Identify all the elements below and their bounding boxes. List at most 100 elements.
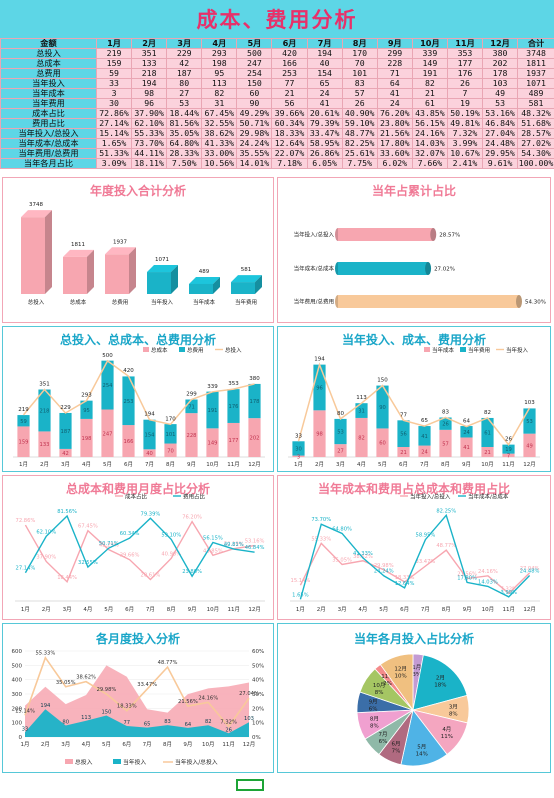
row-label[interactable]: 费用占比 [0,118,97,129]
table-header-cell[interactable]: 10月 [411,38,448,49]
table-cell[interactable]: 31 [201,98,238,109]
row-label[interactable]: 总费用 [0,68,97,79]
table-cell[interactable]: 25.61% [341,148,378,159]
table-cell[interactable]: 32.55% [201,118,238,129]
table-cell[interactable]: 26 [341,98,378,109]
table-cell[interactable]: 43.85% [411,108,448,119]
table-cell[interactable]: 21 [411,88,448,99]
table-cell[interactable]: 2.41% [446,158,484,169]
table-header-cell[interactable]: 8月 [341,38,378,49]
table-cell[interactable]: 28.57% [517,128,554,139]
table-cell[interactable]: 53 [166,98,203,109]
table-cell[interactable]: 24.24% [236,138,273,149]
table-cell[interactable]: 70 [341,58,378,69]
table-cell[interactable]: 29.95% [482,148,519,159]
table-cell[interactable]: 37.90% [131,108,168,119]
table-cell[interactable]: 27 [166,88,203,99]
table-cell[interactable]: 7.50% [166,158,203,169]
table-cell[interactable]: 254 [236,68,273,79]
table-cell[interactable]: 218 [131,68,168,79]
table-header-cell[interactable]: 12月 [482,38,519,49]
table-cell[interactable]: 150 [236,78,273,89]
table-cell[interactable]: 17.80% [376,138,413,149]
table-cell[interactable]: 113 [201,78,238,89]
row-label[interactable]: 当年成本 [0,88,97,99]
table-cell[interactable]: 33.60% [376,148,413,159]
table-cell[interactable]: 7.75% [341,158,378,169]
table-cell[interactable]: 40.90% [341,108,378,119]
table-cell[interactable]: 15.14% [95,128,133,139]
table-cell[interactable]: 380 [482,48,519,59]
table-cell[interactable]: 41 [376,88,413,99]
table-cell[interactable]: 133 [131,58,168,69]
table-cell[interactable]: 101 [341,68,378,79]
table-header-cell[interactable]: 2月 [131,38,168,49]
table-cell[interactable]: 14.01% [236,158,273,169]
row-label[interactable]: 总投入 [0,48,97,59]
table-cell[interactable]: 26 [446,78,484,89]
table-cell[interactable]: 73.70% [131,138,168,149]
table-cell[interactable]: 60.34% [271,118,308,129]
table-cell[interactable]: 53.16% [482,108,519,119]
table-cell[interactable]: 65 [306,78,343,89]
table-cell[interactable]: 42 [166,58,203,69]
table-cell[interactable]: 247 [236,58,273,69]
table-cell[interactable]: 12.64% [271,138,308,149]
table-cell[interactable]: 39.66% [271,108,308,119]
table-header-cell[interactable]: 3月 [166,38,203,49]
table-cell[interactable]: 61 [411,98,448,109]
table-cell[interactable]: 1.65% [95,138,133,149]
table-cell[interactable]: 21.56% [376,128,413,139]
table-cell[interactable]: 18.33% [271,128,308,139]
table-cell[interactable]: 154 [306,68,343,79]
table-cell[interactable]: 48.77% [341,128,378,139]
table-cell[interactable]: 10.56% [201,158,238,169]
table-cell[interactable]: 48.32% [517,108,554,119]
table-cell[interactable]: 6.05% [306,158,343,169]
table-cell[interactable]: 7.66% [411,158,448,169]
row-label[interactable]: 当年各月占比 [0,158,97,169]
table-cell[interactable]: 581 [517,98,554,109]
table-header-cell[interactable]: 金额 [0,38,97,49]
table-cell[interactable]: 83 [341,78,378,89]
table-cell[interactable]: 176 [446,68,484,79]
table-cell[interactable]: 49.81% [446,118,484,129]
table-cell[interactable]: 28.33% [166,148,203,159]
table-cell[interactable]: 44.11% [131,148,168,159]
table-cell[interactable]: 21 [271,88,308,99]
table-cell[interactable]: 103 [482,78,519,89]
table-cell[interactable]: 178 [482,68,519,79]
table-cell[interactable]: 420 [271,48,308,59]
table-cell[interactable]: 56.15% [411,118,448,129]
table-cell[interactable]: 35.05% [166,128,203,139]
table-cell[interactable]: 159 [95,58,133,69]
table-cell[interactable]: 82 [201,88,238,99]
table-cell[interactable]: 1811 [517,58,554,69]
table-cell[interactable]: 202 [482,58,519,69]
table-cell[interactable]: 3.99% [446,138,484,149]
table-cell[interactable]: 20.61% [306,108,343,119]
table-cell[interactable]: 18.44% [166,108,203,119]
table-cell[interactable]: 77 [271,78,308,89]
table-cell[interactable]: 27.14% [95,118,133,129]
table-cell[interactable]: 32.07% [411,148,448,159]
table-cell[interactable]: 198 [201,58,238,69]
row-label[interactable]: 成本占比 [0,108,97,119]
table-cell[interactable]: 18.11% [131,158,168,169]
table-cell[interactable]: 6.02% [376,158,413,169]
table-cell[interactable]: 229 [166,48,203,59]
table-cell[interactable]: 33.47% [306,128,343,139]
table-cell[interactable]: 59.10% [341,118,378,129]
table-header-cell[interactable]: 1月 [95,38,133,49]
table-cell[interactable]: 64 [376,78,413,89]
table-cell[interactable]: 293 [201,48,238,59]
table-header-cell[interactable]: 7月 [306,38,343,49]
table-cell[interactable]: 38.62% [201,128,238,139]
table-cell[interactable]: 82 [411,78,448,89]
table-cell[interactable]: 7 [446,88,484,99]
table-cell[interactable]: 81.56% [166,118,203,129]
table-cell[interactable]: 71 [376,68,413,79]
table-cell[interactable]: 3748 [517,48,554,59]
table-cell[interactable]: 53 [482,98,519,109]
selected-cell-indicator[interactable] [236,779,264,791]
